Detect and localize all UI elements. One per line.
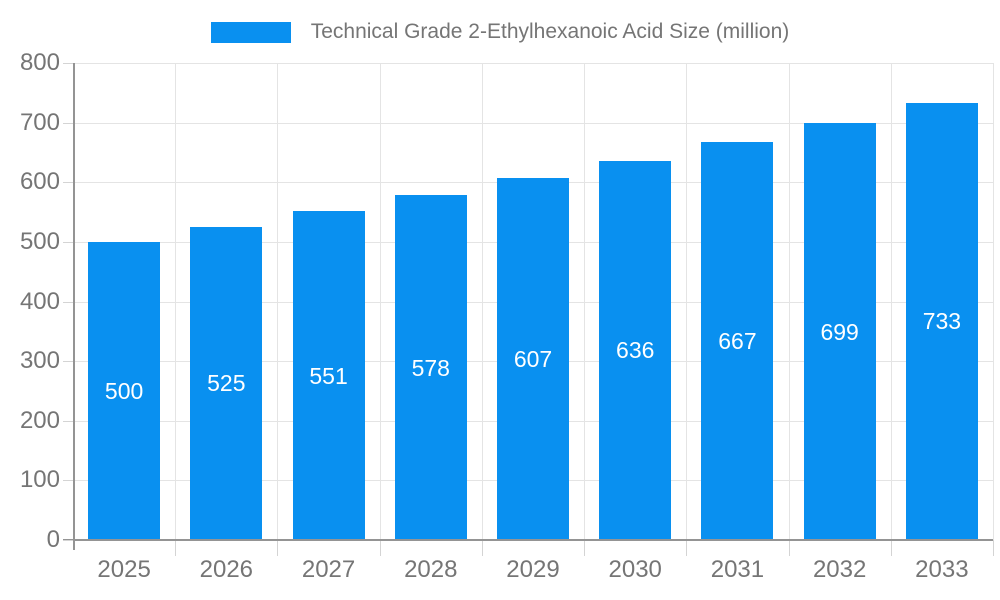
- x-tick-label: 2026: [199, 556, 254, 583]
- x-axis-line: [63, 539, 993, 541]
- x-tick: [481, 540, 483, 556]
- y-tick-label: 200: [19, 406, 60, 434]
- y-tick: [63, 63, 73, 64]
- legend[interactable]: Technical Grade 2-Ethylhexanoic Acid Siz…: [0, 17, 1000, 47]
- y-tick: [63, 182, 73, 184]
- x-tick-label: 2031: [710, 556, 765, 583]
- bar: [88, 241, 161, 540]
- bar-value-label: 733: [922, 308, 962, 335]
- y-tick-label: 0: [46, 526, 60, 553]
- x-tick-label: 2028: [404, 556, 458, 583]
- y-tick: [63, 540, 73, 541]
- v-gridline: [686, 63, 688, 540]
- h-gridline: [73, 122, 993, 124]
- bar-value-label: 607: [513, 346, 553, 373]
- bar-value-label: 500: [104, 377, 144, 404]
- v-gridline: [175, 63, 177, 540]
- y-tick-label: 800: [19, 49, 60, 76]
- v-gridline: [890, 63, 892, 540]
- y-tick-label: 100: [19, 466, 60, 494]
- v-gridline: [993, 63, 994, 540]
- bar: [905, 102, 978, 540]
- y-tick-label: 500: [19, 227, 60, 255]
- x-tick-label: 2025: [97, 556, 151, 583]
- bar-value-label: 699: [820, 318, 859, 345]
- y-tick: [63, 241, 73, 243]
- v-gridline: [788, 63, 790, 540]
- x-tick: [788, 540, 790, 556]
- x-tick: [686, 540, 688, 556]
- y-tick-label: 700: [19, 108, 60, 136]
- x-tick-label: 2030: [608, 556, 662, 583]
- x-tick: [584, 540, 586, 556]
- x-tick: [890, 540, 892, 556]
- y-tick: [63, 301, 73, 303]
- y-tick: [63, 122, 73, 124]
- bar: [292, 211, 365, 540]
- bar-value-label: 578: [411, 354, 450, 381]
- bar: [701, 142, 774, 540]
- x-tick: [993, 540, 994, 556]
- v-gridline: [584, 63, 586, 540]
- y-tick: [63, 420, 73, 422]
- y-tick-label: 300: [19, 347, 60, 375]
- bar: [190, 226, 263, 540]
- bar-value-label: 636: [616, 337, 655, 364]
- legend-swatch[interactable]: [210, 21, 291, 43]
- y-tick-label: 400: [19, 287, 60, 315]
- x-tick-label: 2032: [812, 556, 867, 583]
- y-tick: [63, 480, 73, 482]
- x-tick: [379, 540, 381, 556]
- bar-value-label: 667: [718, 328, 757, 355]
- v-gridline: [481, 63, 483, 540]
- bar: [497, 178, 569, 540]
- y-tick: [63, 361, 73, 363]
- bar-value-label: 525: [207, 370, 246, 397]
- bar: [394, 195, 467, 540]
- bar-value-label: 551: [309, 362, 348, 389]
- legend-label: Technical Grade 2-Ethylhexanoic Acid Siz…: [310, 20, 790, 43]
- y-tick-label: 600: [19, 168, 60, 196]
- v-gridline: [379, 63, 381, 540]
- x-tick-label: 2029: [506, 556, 560, 583]
- v-gridline: [277, 63, 279, 540]
- y-axis-line: [73, 63, 75, 550]
- bar: [599, 160, 672, 540]
- h-gridline: [73, 63, 993, 64]
- x-tick: [277, 540, 279, 556]
- x-tick-label: 2027: [301, 556, 356, 583]
- x-tick: [175, 540, 177, 556]
- bar: [803, 123, 876, 540]
- x-tick-label: 2033: [915, 556, 969, 583]
